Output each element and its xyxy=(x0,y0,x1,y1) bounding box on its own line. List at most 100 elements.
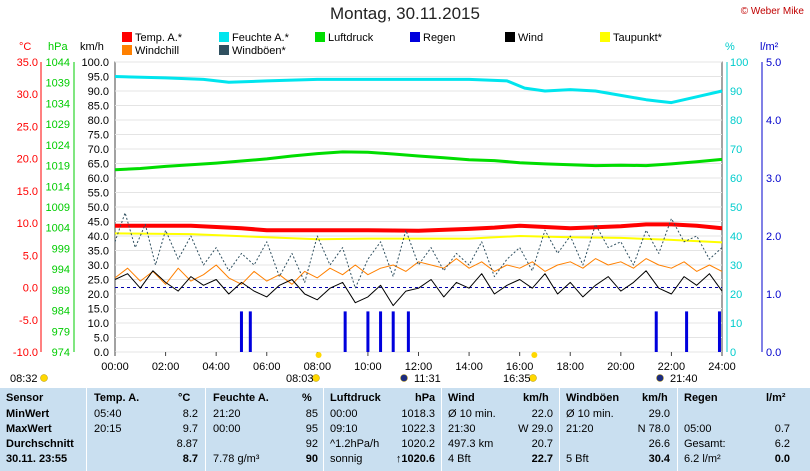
wind-tick-label: 65.0 xyxy=(88,159,109,171)
wind-unit-label: km/h xyxy=(80,41,104,53)
stats-cell: 0.0 xyxy=(774,453,790,465)
rain-bar xyxy=(685,311,689,352)
stats-cell: Ø 10 min. xyxy=(448,408,496,420)
stats-header: Feuchte A. xyxy=(213,392,269,404)
stats-cell: N 78.0 xyxy=(637,423,670,435)
rain-unit-label: l/m² xyxy=(760,41,779,53)
legend-item: Wind xyxy=(505,32,543,44)
stats-cell: ^1.2hPa/h xyxy=(330,438,380,450)
rain-bar xyxy=(406,311,410,352)
pressure-tick-label: 1044 xyxy=(46,57,70,69)
stats-cell: 30.4 xyxy=(648,453,670,465)
humidity-tick-label: 30 xyxy=(730,260,742,272)
legend-label: Wind xyxy=(518,32,544,44)
x-tick-label: 12:00 xyxy=(405,361,433,373)
legend-label: Windchill xyxy=(135,45,180,57)
legend-swatch xyxy=(219,45,229,55)
stats-cell: 21:30 xyxy=(448,423,476,435)
stats-cell: 6.2 xyxy=(774,438,790,450)
series-line-taupunkt xyxy=(114,232,723,244)
humidity-tick-label: 70 xyxy=(730,144,742,156)
marker-time-label: 21:40 xyxy=(670,373,698,385)
series-line-wind xyxy=(114,270,723,307)
legend-swatch xyxy=(122,32,132,42)
legend-label: Feuchte A.* xyxy=(232,32,289,44)
wind-tick-label: 50.0 xyxy=(88,202,109,214)
humidity-tick-label: 80 xyxy=(730,115,742,127)
humidity-tick-label: 50 xyxy=(730,202,742,214)
pressure-tick-label: 974 xyxy=(52,347,70,359)
stats-cell: 05:40 xyxy=(94,408,122,420)
stats-cell: Durchschnitt xyxy=(6,438,74,450)
sun-icon xyxy=(312,374,320,382)
x-tick-label: 24:00 xyxy=(708,361,736,373)
wind-tick-label: 95.0 xyxy=(88,72,109,84)
stats-cell: ↑1020.6 xyxy=(395,453,435,465)
x-tick-label: 00:00 xyxy=(101,361,129,373)
stats-cell: 20.7 xyxy=(531,438,553,450)
pressure-tick-label: 989 xyxy=(52,285,70,297)
marker-time-label: 11:31 xyxy=(414,373,441,385)
stats-cell: 1020.2 xyxy=(401,438,435,450)
series-line-feuchte-a xyxy=(114,75,723,105)
pressure-tick-label: 1004 xyxy=(46,223,70,235)
stats-cell: 95 xyxy=(305,423,318,435)
x-tick-label: 10:00 xyxy=(354,361,382,373)
x-tick-label: 02:00 xyxy=(152,361,180,373)
stats-cell: 30.11. 23:55 xyxy=(6,453,68,465)
wind-tick-label: 0.0 xyxy=(94,347,109,359)
marker-time-label: 08:03 xyxy=(286,373,314,385)
legend-item: Regen xyxy=(410,32,455,44)
stats-cell: 29.0 xyxy=(648,408,670,420)
stats-table: Sensor Temp. A. °C Feuchte A.% Luftdruck hPa W… xyxy=(0,388,810,471)
stats-cell: 5 Bft xyxy=(566,453,589,465)
humidity-tick-label: 0 xyxy=(730,347,736,359)
wind-tick-label: 20.0 xyxy=(88,289,109,301)
legend-swatch xyxy=(600,32,610,42)
stats-cell: Gesamt: xyxy=(684,438,726,450)
stats-cell: 0.7 xyxy=(774,423,790,435)
weather-chart: 35.0 30.0 25.0 20.0 15.0 10.0 5.0 0.0 -5.0 -10.0 1… xyxy=(10,41,781,385)
rain-tick-label: 2.0 xyxy=(766,231,781,243)
stats-header: Sensor xyxy=(6,392,44,404)
chart-title: Montag, 30.11.2015 xyxy=(330,4,480,23)
wind-tick-label: 90.0 xyxy=(88,86,109,98)
humidity-tick-label: 60 xyxy=(730,173,742,185)
wind-tick-label: 75.0 xyxy=(88,130,109,142)
stats-header: Windböen xyxy=(566,392,620,404)
stats-header: km/h xyxy=(523,392,549,404)
stats-header: °C xyxy=(178,392,191,404)
humidity-tick-label: 40 xyxy=(730,231,742,243)
wind-tick-label: 10.0 xyxy=(88,318,109,330)
temp-tick-label: 35.0 xyxy=(17,57,38,69)
stats-cell: MinWert xyxy=(6,408,50,420)
rain-bar xyxy=(239,311,243,352)
series-line-temp-a xyxy=(115,222,723,233)
pressure-tick-label: 1029 xyxy=(46,119,70,131)
moon-icon xyxy=(400,374,408,382)
stats-header: Temp. A. xyxy=(94,392,140,404)
moon-icon xyxy=(656,374,664,382)
temp-tick-label: 25.0 xyxy=(17,121,38,133)
stats-separator xyxy=(86,388,87,471)
legend-item: Temp. A.* xyxy=(122,32,182,44)
x-tick-label: 04:00 xyxy=(202,361,230,373)
pressure-tick-label: 1019 xyxy=(46,161,70,173)
x-tick-label: 14:00 xyxy=(455,361,483,373)
rain-bar xyxy=(391,311,395,352)
legend-label: Luftdruck xyxy=(328,32,374,44)
stats-cell: 92 xyxy=(305,438,318,450)
stats-cell: 20:15 xyxy=(94,423,122,435)
rain-tick-label: 0.0 xyxy=(766,347,781,359)
legend-swatch xyxy=(315,32,325,42)
stats-cell: 6.2 l/m² xyxy=(684,453,721,465)
humidity-tick-label: 90 xyxy=(730,86,742,98)
rain-tick-label: 4.0 xyxy=(766,115,781,127)
stats-cell: 22.7 xyxy=(531,453,553,465)
stats-cell: 21:20 xyxy=(566,423,594,435)
wind-tick-label: 85.0 xyxy=(88,101,109,113)
rain-bar xyxy=(343,311,347,352)
wind-tick-label: 70.0 xyxy=(88,144,109,156)
pressure-tick-label: 999 xyxy=(52,243,70,255)
stats-cell: 00:00 xyxy=(213,423,241,435)
